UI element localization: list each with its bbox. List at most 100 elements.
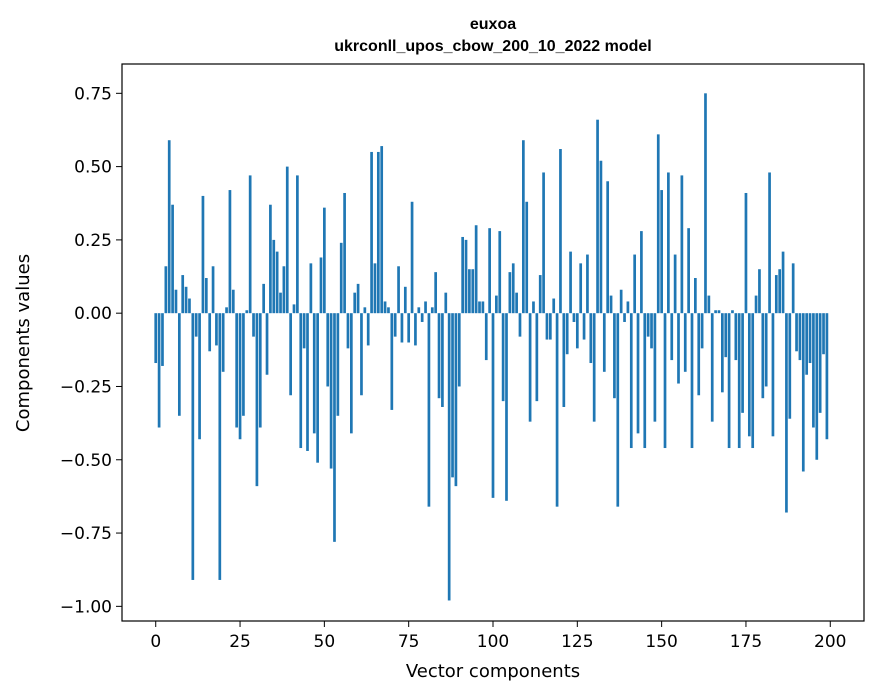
- bar-84: [437, 313, 441, 399]
- bar-122: [565, 313, 569, 355]
- bar-29: [252, 313, 255, 337]
- x-tick-label: 50: [314, 632, 336, 652]
- bar-78: [417, 307, 421, 314]
- bar-13: [198, 313, 201, 440]
- bar-197: [818, 313, 822, 413]
- bar-105: [508, 272, 512, 314]
- bar-23: [231, 289, 235, 314]
- bar-155: [677, 313, 680, 384]
- bar-127: [582, 313, 586, 340]
- bar-37: [279, 292, 282, 314]
- bar-65: [373, 263, 377, 314]
- bar-39: [285, 166, 289, 314]
- bar-61: [360, 313, 363, 396]
- bar-196: [815, 313, 819, 460]
- bar-79: [420, 313, 424, 322]
- bar-144: [640, 231, 643, 314]
- bar-111: [528, 313, 532, 422]
- bar-47: [312, 313, 316, 434]
- y-tick-label: −1.00: [60, 597, 112, 617]
- bar-70: [390, 313, 394, 410]
- chart-title-line2: ukrconll_upos_cbow_200_10_2022 model: [334, 38, 651, 55]
- bar-20: [221, 313, 225, 372]
- bar-153: [670, 313, 674, 361]
- bar-80: [424, 301, 427, 314]
- bar-175: [744, 192, 748, 314]
- bar-190: [795, 313, 798, 352]
- bar-2: [161, 313, 164, 366]
- bar-50: [323, 207, 326, 314]
- bar-57: [346, 313, 350, 349]
- y-axis: 0.75 0.50 0.25 0.00 −0.25 −0.50 −0.75 −1.00: [60, 84, 122, 617]
- bar-148: [653, 313, 657, 422]
- bar-71: [393, 313, 397, 337]
- x-tick-label: 125: [561, 632, 593, 652]
- bar-74: [403, 286, 407, 314]
- bar-26: [242, 313, 245, 416]
- y-tick-label: 0.25: [74, 231, 112, 251]
- bar-174: [741, 313, 744, 413]
- bar-145: [643, 313, 647, 449]
- bar-36: [275, 251, 279, 314]
- bar-95: [474, 225, 478, 314]
- bar-21: [225, 307, 228, 314]
- bar-44: [302, 313, 306, 349]
- bar-152: [667, 172, 670, 314]
- bar-114: [538, 275, 542, 314]
- bar-73: [400, 313, 404, 343]
- bar-187: [785, 313, 788, 513]
- bar-118: [552, 298, 556, 314]
- bar-177: [751, 313, 755, 449]
- bar-157: [683, 313, 687, 372]
- bar-59: [353, 292, 357, 314]
- bar-186: [781, 251, 785, 314]
- bar-129: [589, 313, 593, 364]
- bar-17: [211, 266, 215, 314]
- x-tick-label: 25: [229, 632, 251, 652]
- bar-63: [366, 313, 370, 346]
- bar-90: [457, 313, 461, 387]
- bar-192: [801, 313, 805, 472]
- bar-62: [363, 307, 367, 314]
- bar-60: [356, 283, 360, 314]
- bar-191: [798, 313, 802, 361]
- bar-58: [350, 313, 353, 434]
- x-axis: 0 25 50 75 100 125 150 175 200: [150, 621, 846, 652]
- bar-150: [660, 190, 663, 314]
- bar-124: [572, 313, 576, 322]
- bar-92: [464, 239, 468, 314]
- bar-168: [721, 313, 724, 393]
- bar-176: [747, 313, 751, 437]
- bar-24: [235, 313, 239, 428]
- bar-179: [758, 269, 761, 314]
- bar-27: [245, 310, 249, 314]
- bar-117: [548, 313, 552, 340]
- bar-94: [471, 269, 475, 314]
- bar-149: [656, 134, 660, 314]
- chart-title-line1: euxoa: [470, 16, 516, 33]
- x-axis-label: Vector components: [406, 661, 580, 682]
- bar-167: [717, 310, 721, 314]
- bar-143: [636, 313, 640, 434]
- bar-166: [714, 310, 717, 314]
- bar-88: [451, 313, 454, 478]
- bar-109: [522, 140, 525, 314]
- bar-113: [535, 313, 539, 402]
- bar-133: [602, 313, 606, 372]
- bar-16: [208, 313, 212, 352]
- bar-188: [788, 313, 792, 419]
- bar-68: [383, 301, 387, 314]
- bar-66: [376, 151, 380, 314]
- bar-34: [269, 204, 272, 314]
- bar-77: [414, 313, 417, 346]
- bar-161: [697, 313, 701, 396]
- bar-126: [579, 263, 583, 314]
- bars-group: [154, 93, 829, 601]
- bar-14: [201, 195, 205, 314]
- bar-97: [481, 301, 485, 314]
- bar-198: [822, 313, 825, 355]
- bar-7: [177, 313, 181, 416]
- bar-138: [619, 289, 623, 314]
- bar-181: [764, 313, 768, 387]
